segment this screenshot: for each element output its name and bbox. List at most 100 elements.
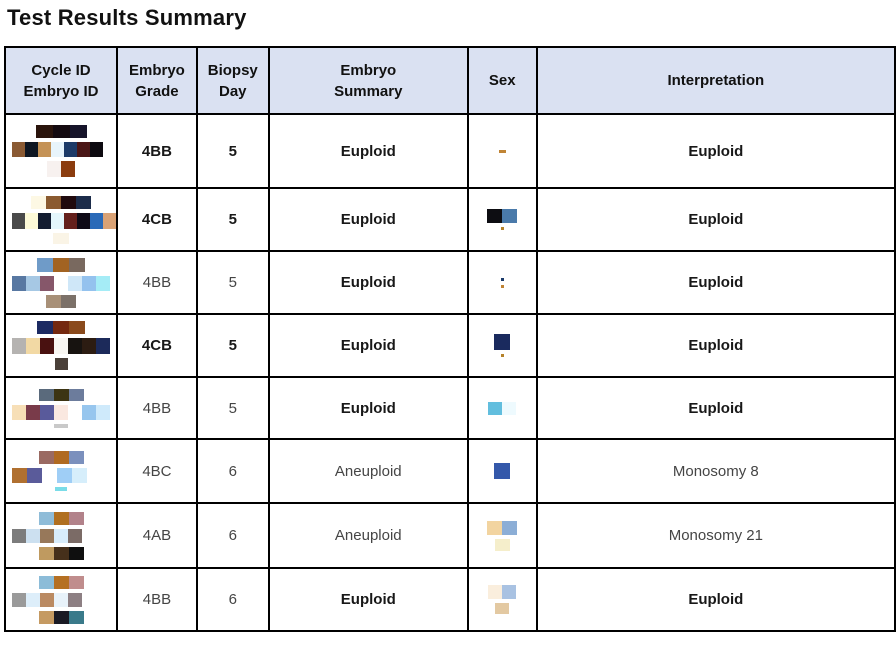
- header-line: Embryo ID: [23, 82, 99, 100]
- sex-cell-redaction: [470, 276, 535, 290]
- header-line: Embryo: [128, 61, 185, 79]
- redacted-strip: [470, 284, 535, 288]
- biopsy-day-cell-text: 5: [228, 399, 237, 417]
- redacted-block: [76, 195, 91, 209]
- redacted-block: [500, 284, 504, 288]
- redacted-strip: [470, 463, 535, 479]
- cycle-embryo-id-cell: [4, 438, 118, 504]
- embryo-grade-cell: 4BB: [116, 250, 198, 315]
- redacted-strip: [470, 209, 535, 223]
- redacted-block: [82, 338, 96, 354]
- redacted-block: [500, 354, 504, 357]
- redacted-strip: [7, 142, 115, 157]
- redacted-block: [68, 546, 84, 560]
- sex-cell: [466, 567, 538, 632]
- biopsy-day-cell: 6: [195, 567, 270, 632]
- embryo-grade-cell-text: 4BB: [141, 142, 172, 160]
- embryo-summary-cell-text: Euploid: [340, 274, 396, 291]
- cycle-embryo-id-cell-redaction: [7, 510, 115, 562]
- redacted-block: [54, 423, 68, 428]
- redacted-block: [488, 585, 503, 599]
- redacted-block: [53, 451, 69, 464]
- sex-cell: [466, 502, 538, 569]
- column-header-sex: Sex: [466, 46, 538, 115]
- column-header-interpretation: Interpretation: [535, 46, 896, 115]
- redacted-strip: [7, 404, 115, 420]
- cycle-embryo-id-cell: [4, 502, 118, 569]
- redacted-block: [37, 321, 53, 334]
- column-header-biopsy-day: Biopsy Day: [195, 46, 270, 115]
- redacted-block: [54, 528, 68, 543]
- redacted-block: [38, 212, 51, 229]
- redacted-block: [42, 468, 57, 483]
- redacted-strip: [7, 212, 115, 229]
- biopsy-day-cell: 5: [195, 376, 270, 440]
- cycle-embryo-id-cell: [4, 113, 118, 189]
- header-line: Embryo: [340, 61, 397, 79]
- sex-cell: [466, 187, 538, 252]
- embryo-summary-cell: Euploid: [267, 250, 469, 315]
- embryo-summary-cell: Euploid: [267, 187, 469, 252]
- sex-cell-redaction: [470, 400, 535, 417]
- redacted-strip: [7, 468, 115, 483]
- interpretation-cell: Monosomy 8: [535, 438, 896, 504]
- redacted-strip: [7, 575, 115, 589]
- redacted-strip: [470, 334, 535, 350]
- column-header-embryo-summary: Embryo Summary: [267, 46, 469, 115]
- redacted-strip: [7, 125, 115, 138]
- biopsy-day-cell: 6: [195, 438, 270, 504]
- biopsy-day-cell: 5: [195, 113, 270, 189]
- interpretation-cell: Euploid: [535, 250, 896, 315]
- redacted-block: [54, 275, 68, 291]
- cycle-embryo-id-cell: [4, 187, 118, 252]
- redacted-block: [53, 388, 69, 401]
- redacted-block: [68, 511, 84, 525]
- redacted-block: [26, 528, 40, 543]
- redacted-block: [26, 338, 40, 354]
- redacted-block: [77, 212, 90, 229]
- page-title: Test Results Summary: [7, 5, 247, 30]
- biopsy-day-cell-text: 6: [228, 527, 237, 544]
- redacted-block: [68, 338, 82, 354]
- redacted-block: [61, 195, 76, 209]
- interpretation-cell: Euploid: [535, 187, 896, 252]
- redacted-block: [502, 585, 517, 599]
- redacted-block: [495, 603, 510, 614]
- redacted-block: [68, 451, 84, 464]
- redacted-strip: [7, 511, 115, 525]
- redacted-block: [40, 404, 54, 420]
- embryo-grade-cell-text: 4BC: [142, 462, 172, 480]
- redacted-block: [12, 212, 25, 229]
- embryo-grade-cell: 4CB: [116, 313, 198, 378]
- redacted-block: [12, 338, 26, 354]
- redacted-block: [487, 209, 503, 223]
- redacted-block: [90, 212, 103, 229]
- embryo-grade-cell-text: 4AB: [142, 527, 172, 544]
- cycle-embryo-id-cell: [4, 567, 118, 632]
- redacted-block: [53, 511, 69, 525]
- cycle-embryo-id-cell-redaction: [7, 123, 115, 179]
- redacted-strip: [470, 227, 535, 230]
- redacted-block: [82, 404, 96, 420]
- cycle-embryo-id-cell-redaction: [7, 256, 115, 310]
- redacted-strip: [7, 321, 115, 334]
- redacted-block: [77, 142, 90, 157]
- cycle-embryo-id-cell-redaction: [7, 574, 115, 626]
- redacted-block: [57, 468, 72, 483]
- embryo-grade-cell: 4BB: [116, 113, 198, 189]
- header-line: Summary: [334, 82, 403, 100]
- sex-cell-redaction: [470, 461, 535, 481]
- column-header-embryo-grade: Embryo Grade: [116, 46, 198, 115]
- embryo-summary-cell: Euploid: [267, 113, 469, 189]
- redacted-block: [54, 404, 68, 420]
- redacted-block: [500, 227, 504, 230]
- redacted-strip: [7, 338, 115, 354]
- embryo-grade-cell: 4BC: [116, 438, 198, 504]
- table-body: 4BB 5 Euploid Euploid 4CB 5 Euploid Euploid 4BB 5…: [4, 113, 896, 632]
- redacted-strip: [7, 528, 115, 543]
- interpretation-cell: Euploid: [535, 313, 896, 378]
- redacted-block: [69, 257, 85, 272]
- embryo-grade-cell-text: 4CB: [141, 337, 172, 354]
- interpretation-cell: Euploid: [535, 567, 896, 632]
- redacted-block: [25, 142, 38, 157]
